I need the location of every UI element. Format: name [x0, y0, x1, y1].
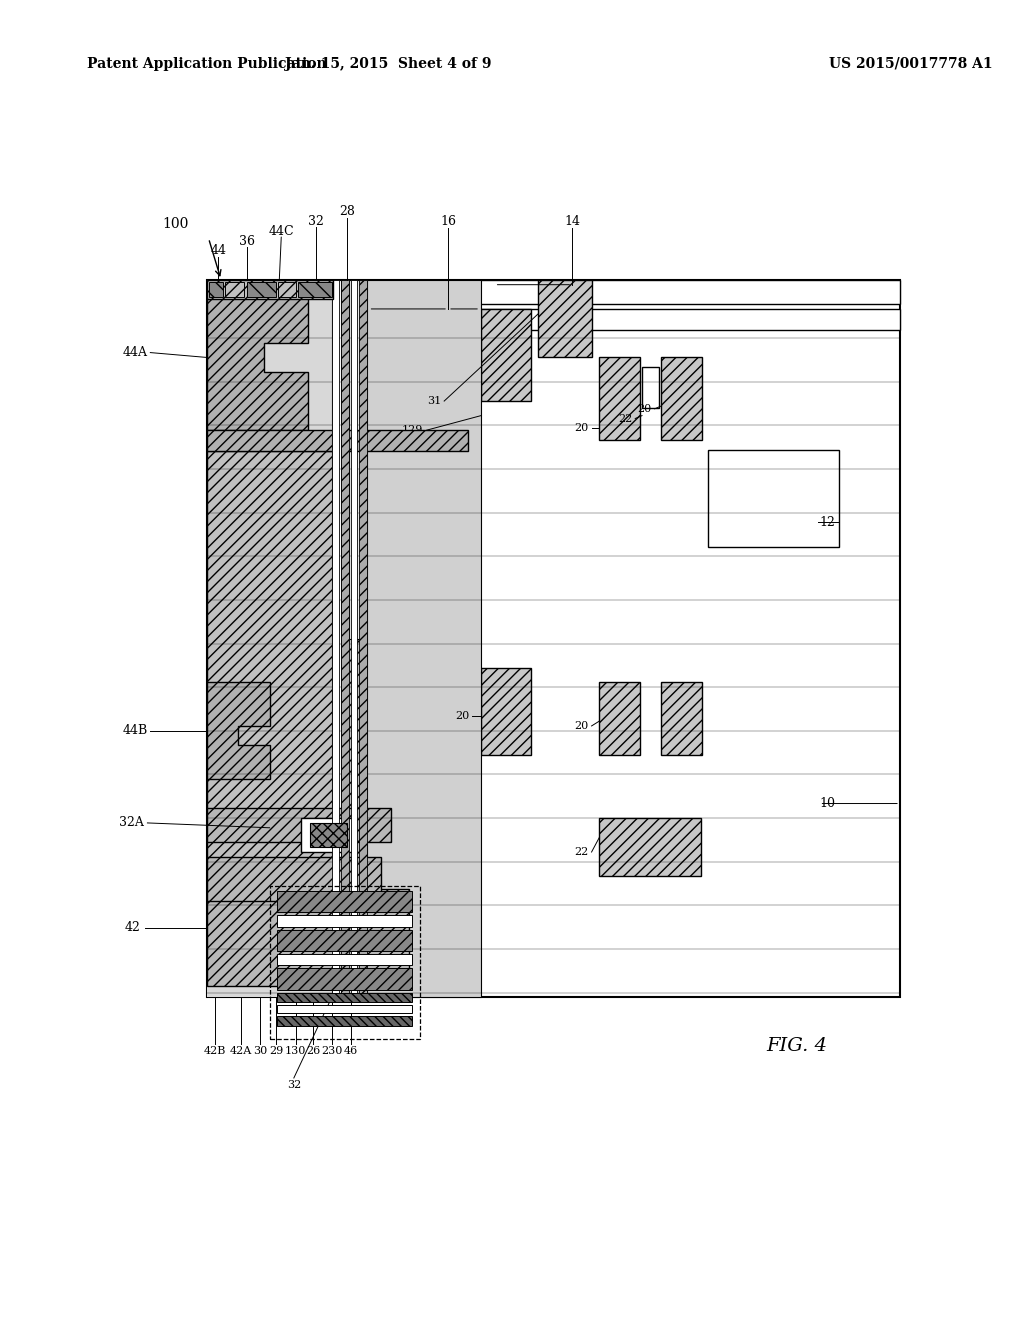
- Bar: [278, 929, 413, 950]
- Bar: [278, 1016, 413, 1026]
- Text: US 2015/0017778 A1: US 2015/0017778 A1: [829, 57, 993, 70]
- Text: 100: 100: [162, 216, 188, 231]
- Bar: [358, 280, 367, 998]
- Bar: [278, 891, 413, 912]
- Bar: [207, 808, 391, 842]
- Bar: [207, 280, 333, 300]
- Bar: [207, 280, 900, 998]
- Bar: [332, 280, 347, 998]
- Polygon shape: [207, 888, 410, 986]
- Bar: [351, 280, 357, 998]
- Bar: [599, 682, 640, 755]
- Polygon shape: [207, 285, 308, 430]
- Text: 14: 14: [564, 215, 581, 228]
- Text: 130: 130: [285, 1045, 306, 1056]
- Bar: [481, 668, 531, 755]
- Bar: [207, 451, 459, 859]
- Text: 28: 28: [339, 206, 355, 218]
- Text: 32A: 32A: [119, 817, 143, 829]
- Text: 10: 10: [819, 797, 836, 810]
- Text: 20: 20: [638, 404, 651, 414]
- Bar: [207, 309, 900, 330]
- Bar: [225, 281, 245, 297]
- Text: 32: 32: [287, 1080, 301, 1090]
- Bar: [278, 993, 413, 1002]
- Bar: [481, 309, 531, 401]
- Bar: [332, 280, 347, 998]
- Text: 29: 29: [269, 1045, 284, 1056]
- Text: 44A: 44A: [123, 346, 147, 359]
- Bar: [279, 281, 296, 297]
- Bar: [278, 1006, 413, 1012]
- Bar: [248, 281, 276, 297]
- Text: 12: 12: [819, 516, 836, 529]
- Bar: [278, 915, 413, 927]
- Text: 20: 20: [574, 424, 589, 433]
- Bar: [207, 280, 900, 304]
- Bar: [310, 822, 347, 847]
- Polygon shape: [207, 682, 269, 779]
- Bar: [599, 358, 640, 440]
- Text: 22: 22: [574, 847, 589, 857]
- Bar: [332, 280, 339, 998]
- Bar: [269, 886, 420, 1039]
- Text: 32: 32: [308, 215, 324, 228]
- Bar: [278, 969, 413, 990]
- Text: 44C: 44C: [268, 224, 294, 238]
- Bar: [662, 358, 702, 440]
- Bar: [207, 430, 468, 451]
- Text: 44: 44: [210, 244, 226, 257]
- Text: 129: 129: [401, 425, 423, 436]
- Text: 30: 30: [253, 1045, 267, 1056]
- Text: Jan. 15, 2015  Sheet 4 of 9: Jan. 15, 2015 Sheet 4 of 9: [285, 57, 492, 70]
- Bar: [599, 818, 701, 876]
- Bar: [209, 281, 223, 297]
- Text: 16: 16: [440, 215, 456, 228]
- Text: 46: 46: [344, 1045, 358, 1056]
- Text: 31: 31: [427, 396, 441, 407]
- Text: 26: 26: [306, 1045, 321, 1056]
- Text: Patent Application Publication: Patent Application Publication: [87, 57, 327, 70]
- Text: FIG. 4: FIG. 4: [766, 1038, 827, 1055]
- Text: 42: 42: [125, 921, 140, 935]
- Bar: [708, 450, 839, 546]
- Bar: [642, 367, 659, 408]
- Text: 42B: 42B: [204, 1045, 226, 1056]
- Bar: [301, 818, 354, 851]
- Text: 44B: 44B: [122, 725, 147, 738]
- Text: 36: 36: [240, 235, 255, 248]
- Text: 42A: 42A: [229, 1045, 252, 1056]
- Bar: [662, 682, 702, 755]
- Bar: [298, 281, 332, 297]
- Bar: [349, 280, 367, 639]
- Text: 22: 22: [618, 413, 632, 424]
- Bar: [207, 857, 381, 900]
- Bar: [539, 280, 592, 358]
- Text: 20: 20: [574, 721, 589, 731]
- Bar: [207, 280, 467, 998]
- Bar: [341, 280, 349, 998]
- Text: 230: 230: [321, 1045, 342, 1056]
- Bar: [278, 954, 413, 965]
- Text: 20: 20: [455, 711, 469, 721]
- Bar: [367, 280, 481, 998]
